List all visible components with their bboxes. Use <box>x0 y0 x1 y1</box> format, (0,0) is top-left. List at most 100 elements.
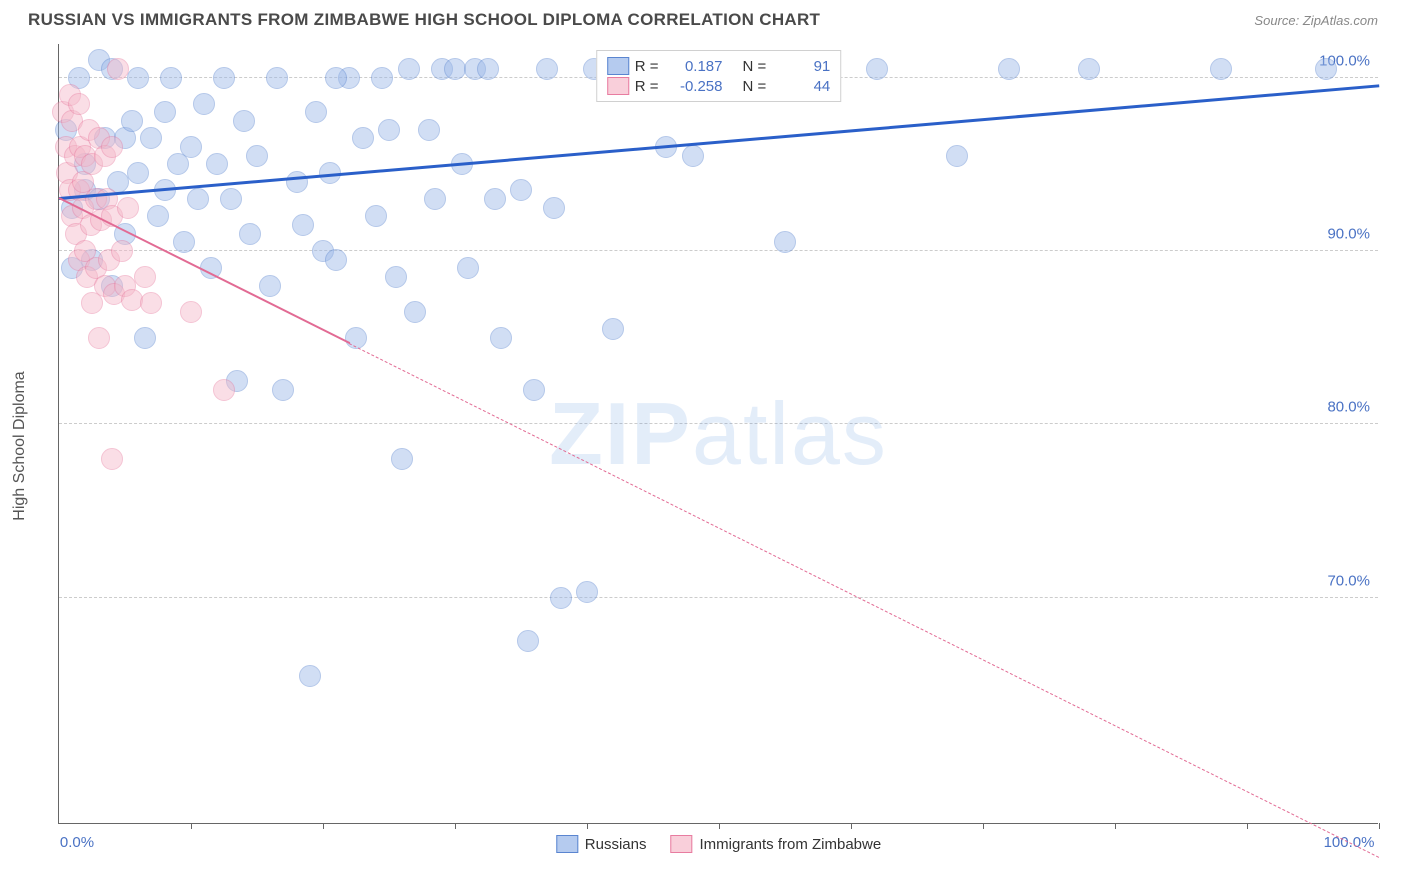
data-point[interactable] <box>206 153 228 175</box>
legend-swatch-zimbabwe <box>670 835 692 853</box>
data-point[interactable] <box>774 231 796 253</box>
x-tick <box>587 823 588 829</box>
data-point[interactable] <box>536 58 558 80</box>
legend-label-russians: Russians <box>585 836 647 853</box>
data-point[interactable] <box>121 289 143 311</box>
data-point[interactable] <box>424 188 446 210</box>
r-label: R = <box>635 58 659 75</box>
series-legend: Russians Immigrants from Zimbabwe <box>556 835 881 853</box>
data-point[interactable] <box>101 448 123 470</box>
data-point[interactable] <box>286 171 308 193</box>
data-point[interactable] <box>477 58 499 80</box>
data-point[interactable] <box>391 448 413 470</box>
header: RUSSIAN VS IMMIGRANTS FROM ZIMBABWE HIGH… <box>0 0 1406 38</box>
data-point[interactable] <box>272 379 294 401</box>
x-tick <box>191 823 192 829</box>
data-point[interactable] <box>378 119 400 141</box>
data-point[interactable] <box>325 249 347 271</box>
source-link[interactable]: ZipAtlas.com <box>1303 13 1378 28</box>
data-point[interactable] <box>398 58 420 80</box>
data-point[interactable] <box>490 327 512 349</box>
data-point[interactable] <box>68 93 90 115</box>
trend-line <box>349 343 1379 858</box>
x-tick-label: 0.0% <box>60 834 94 851</box>
data-point[interactable] <box>1210 58 1232 80</box>
data-point[interactable] <box>998 58 1020 80</box>
data-point[interactable] <box>510 179 532 201</box>
grid-line <box>59 597 1378 598</box>
legend-item-russians[interactable]: Russians <box>556 835 647 853</box>
data-point[interactable] <box>213 67 235 89</box>
watermark-light: atlas <box>692 384 888 483</box>
data-point[interactable] <box>180 301 202 323</box>
data-point[interactable] <box>946 145 968 167</box>
data-point[interactable] <box>88 327 110 349</box>
data-point[interactable] <box>365 205 387 227</box>
x-tick <box>1379 823 1380 829</box>
data-point[interactable] <box>127 67 149 89</box>
data-point[interactable] <box>576 581 598 603</box>
data-point[interactable] <box>292 214 314 236</box>
chart-container: RUSSIAN VS IMMIGRANTS FROM ZIMBABWE HIGH… <box>0 0 1406 892</box>
data-point[interactable] <box>220 188 242 210</box>
data-point[interactable] <box>345 327 367 349</box>
x-tick <box>719 823 720 829</box>
data-point[interactable] <box>266 67 288 89</box>
data-point[interactable] <box>180 136 202 158</box>
swatch-zimbabwe <box>607 77 629 95</box>
data-point[interactable] <box>140 292 162 314</box>
watermark-bold: ZIP <box>549 384 692 483</box>
data-point[interactable] <box>127 162 149 184</box>
data-point[interactable] <box>543 197 565 219</box>
data-point[interactable] <box>299 665 321 687</box>
data-point[interactable] <box>1078 58 1100 80</box>
data-point[interactable] <box>239 223 261 245</box>
data-point[interactable] <box>233 110 255 132</box>
data-point[interactable] <box>246 145 268 167</box>
data-point[interactable] <box>371 67 393 89</box>
y-tick-label: 80.0% <box>1327 399 1370 416</box>
data-point[interactable] <box>305 101 327 123</box>
y-axis-label: High School Diploma <box>11 371 29 520</box>
data-point[interactable] <box>134 327 156 349</box>
data-point[interactable] <box>121 110 143 132</box>
data-point[interactable] <box>484 188 506 210</box>
data-point[interactable] <box>111 240 133 262</box>
data-point[interactable] <box>134 266 156 288</box>
data-point[interactable] <box>147 205 169 227</box>
data-point[interactable] <box>1315 58 1337 80</box>
data-point[interactable] <box>550 587 572 609</box>
x-tick <box>323 823 324 829</box>
data-point[interactable] <box>404 301 426 323</box>
data-point[interactable] <box>140 127 162 149</box>
data-point[interactable] <box>444 58 466 80</box>
data-point[interactable] <box>602 318 624 340</box>
data-point[interactable] <box>457 257 479 279</box>
data-point[interactable] <box>154 101 176 123</box>
grid-line <box>59 423 1378 424</box>
data-point[interactable] <box>107 58 129 80</box>
data-point[interactable] <box>173 231 195 253</box>
data-point[interactable] <box>259 275 281 297</box>
data-point[interactable] <box>385 266 407 288</box>
data-point[interactable] <box>523 379 545 401</box>
data-point[interactable] <box>418 119 440 141</box>
swatch-russians <box>607 57 629 75</box>
data-point[interactable] <box>117 197 139 219</box>
legend-item-zimbabwe[interactable]: Immigrants from Zimbabwe <box>670 835 881 853</box>
data-point[interactable] <box>325 67 347 89</box>
r-value-zimbabwe: -0.258 <box>665 78 723 95</box>
data-point[interactable] <box>213 379 235 401</box>
data-point[interactable] <box>101 136 123 158</box>
data-point[interactable] <box>160 67 182 89</box>
chart-title: RUSSIAN VS IMMIGRANTS FROM ZIMBABWE HIGH… <box>28 10 820 30</box>
data-point[interactable] <box>682 145 704 167</box>
x-tick <box>983 823 984 829</box>
data-point[interactable] <box>352 127 374 149</box>
stats-row-zimbabwe: R = -0.258 N = 44 <box>607 77 831 95</box>
n-label: N = <box>743 78 767 95</box>
data-point[interactable] <box>517 630 539 652</box>
data-point[interactable] <box>193 93 215 115</box>
data-point[interactable] <box>866 58 888 80</box>
data-point[interactable] <box>187 188 209 210</box>
